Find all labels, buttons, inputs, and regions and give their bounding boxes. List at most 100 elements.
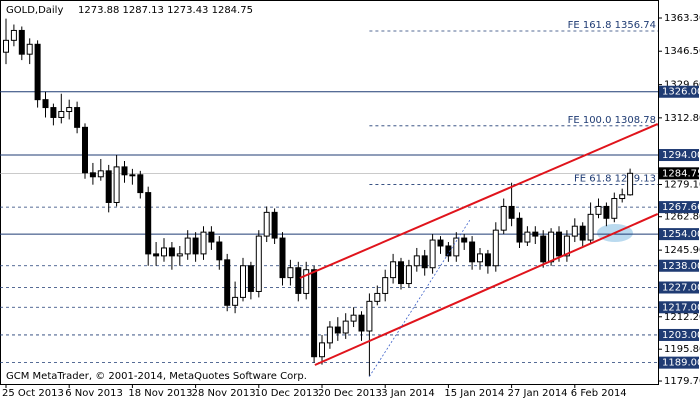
level-box xyxy=(659,281,699,294)
candle-body xyxy=(374,292,381,302)
candle-body xyxy=(311,269,318,358)
candle-body xyxy=(326,326,333,344)
candle-body xyxy=(263,211,270,237)
level-box xyxy=(659,328,699,341)
candle-body xyxy=(453,237,460,257)
candle-body xyxy=(161,247,167,257)
candle-body xyxy=(398,261,404,285)
candle-body xyxy=(208,231,215,243)
level-label: 1254.00 xyxy=(662,229,700,240)
level-label: 1326.00 xyxy=(662,87,700,98)
candle-body xyxy=(366,300,373,332)
ohlc-text: 1273.88 1287.13 1273.43 1284.75 xyxy=(78,5,253,16)
x-tick-label: 25 Oct 2013 xyxy=(2,388,64,399)
candle-body xyxy=(413,255,420,267)
x-tick-label: 15 Jan 2014 xyxy=(444,388,504,399)
candle-body xyxy=(279,237,286,279)
candle-body xyxy=(579,225,586,241)
candle-body xyxy=(129,174,136,177)
candle-body xyxy=(508,205,515,219)
candle-body xyxy=(271,211,278,239)
level-label: 1203.00 xyxy=(662,330,700,341)
candle-body xyxy=(334,326,341,334)
candle-body xyxy=(240,265,246,298)
level-label: 1294.00 xyxy=(662,150,700,161)
candle-body xyxy=(595,205,602,215)
level-box xyxy=(659,201,699,214)
y-tick-label: 1279.10 xyxy=(664,179,700,190)
x-tick-label: 10 Dec 2013 xyxy=(255,388,319,399)
candle-body xyxy=(82,126,88,174)
candle-body xyxy=(74,107,81,128)
candle-body xyxy=(461,237,468,243)
level-box xyxy=(659,356,699,369)
candle-body xyxy=(295,267,302,294)
channel-line xyxy=(314,213,659,366)
level-label: 1189.00 xyxy=(662,358,700,369)
x-tick-label: 18 Nov 2013 xyxy=(128,388,192,399)
x-tick-label: 6 Nov 2013 xyxy=(65,388,123,399)
candle-body xyxy=(445,245,452,257)
x-tick-label: 28 Nov 2013 xyxy=(192,388,256,399)
candle-body xyxy=(145,192,152,255)
candle-body xyxy=(247,265,254,292)
candle-body xyxy=(540,235,547,263)
candle-body xyxy=(255,235,262,292)
candle-body xyxy=(524,231,531,243)
candle-body xyxy=(18,29,25,55)
level-label: 1267.66 xyxy=(662,202,700,213)
level-box xyxy=(659,228,699,241)
level-label: 1227.00 xyxy=(662,283,700,294)
candle-body xyxy=(611,198,618,219)
level-label: 1217.00 xyxy=(662,302,700,313)
level-box xyxy=(659,259,699,272)
candle-body xyxy=(216,241,223,261)
y-tick-label: 1363.30 xyxy=(664,13,700,24)
fib-label: FE 61.8 1279.13 xyxy=(574,173,656,184)
x-tick-label: 20 Dec 2013 xyxy=(318,388,382,399)
candle-body xyxy=(469,241,476,263)
candle-body xyxy=(603,205,610,219)
candle-body xyxy=(89,172,96,178)
y-tick-label: 1212.20 xyxy=(664,312,700,323)
candle-body xyxy=(192,237,199,255)
candle-body xyxy=(200,231,207,255)
candle-body xyxy=(303,269,310,294)
level-box xyxy=(659,85,699,98)
candle-body xyxy=(421,255,428,269)
candle-body xyxy=(176,253,183,257)
candle-body xyxy=(153,253,160,257)
y-tick-label: 1346.50 xyxy=(664,46,700,57)
candle-body xyxy=(287,267,294,279)
candle-body xyxy=(58,111,65,118)
candle-body xyxy=(382,277,389,294)
candle-body xyxy=(137,174,144,194)
current-price-box xyxy=(659,167,699,180)
candle-body xyxy=(184,237,191,255)
fib-label: FE 161.8 1356.74 xyxy=(568,20,656,31)
level-box xyxy=(659,301,699,314)
candle-body xyxy=(500,205,507,231)
candle-body xyxy=(224,259,231,306)
candle-body xyxy=(492,229,499,267)
candle-body xyxy=(10,29,17,41)
current-price-label: 1284.75 xyxy=(662,168,700,179)
candle-body xyxy=(105,170,112,203)
candle-body xyxy=(342,320,349,334)
candle-body xyxy=(477,253,483,263)
candle-body xyxy=(358,314,365,332)
candle-body xyxy=(42,99,49,109)
candle-body xyxy=(516,217,523,243)
y-tick-label: 1245.90 xyxy=(664,245,700,256)
candle-body xyxy=(405,265,412,285)
candle-body xyxy=(619,194,626,200)
chart-title: GOLD,Daily xyxy=(6,5,63,16)
y-tick-label: 1179.70 xyxy=(664,376,700,387)
level-label: 1238.00 xyxy=(662,261,700,272)
candle-body xyxy=(113,166,120,203)
candle-body xyxy=(571,225,578,237)
candle-body xyxy=(121,166,128,176)
candle-body xyxy=(3,39,9,53)
candle-body xyxy=(532,231,539,237)
x-tick-label: 3 Jan 2014 xyxy=(381,388,435,399)
